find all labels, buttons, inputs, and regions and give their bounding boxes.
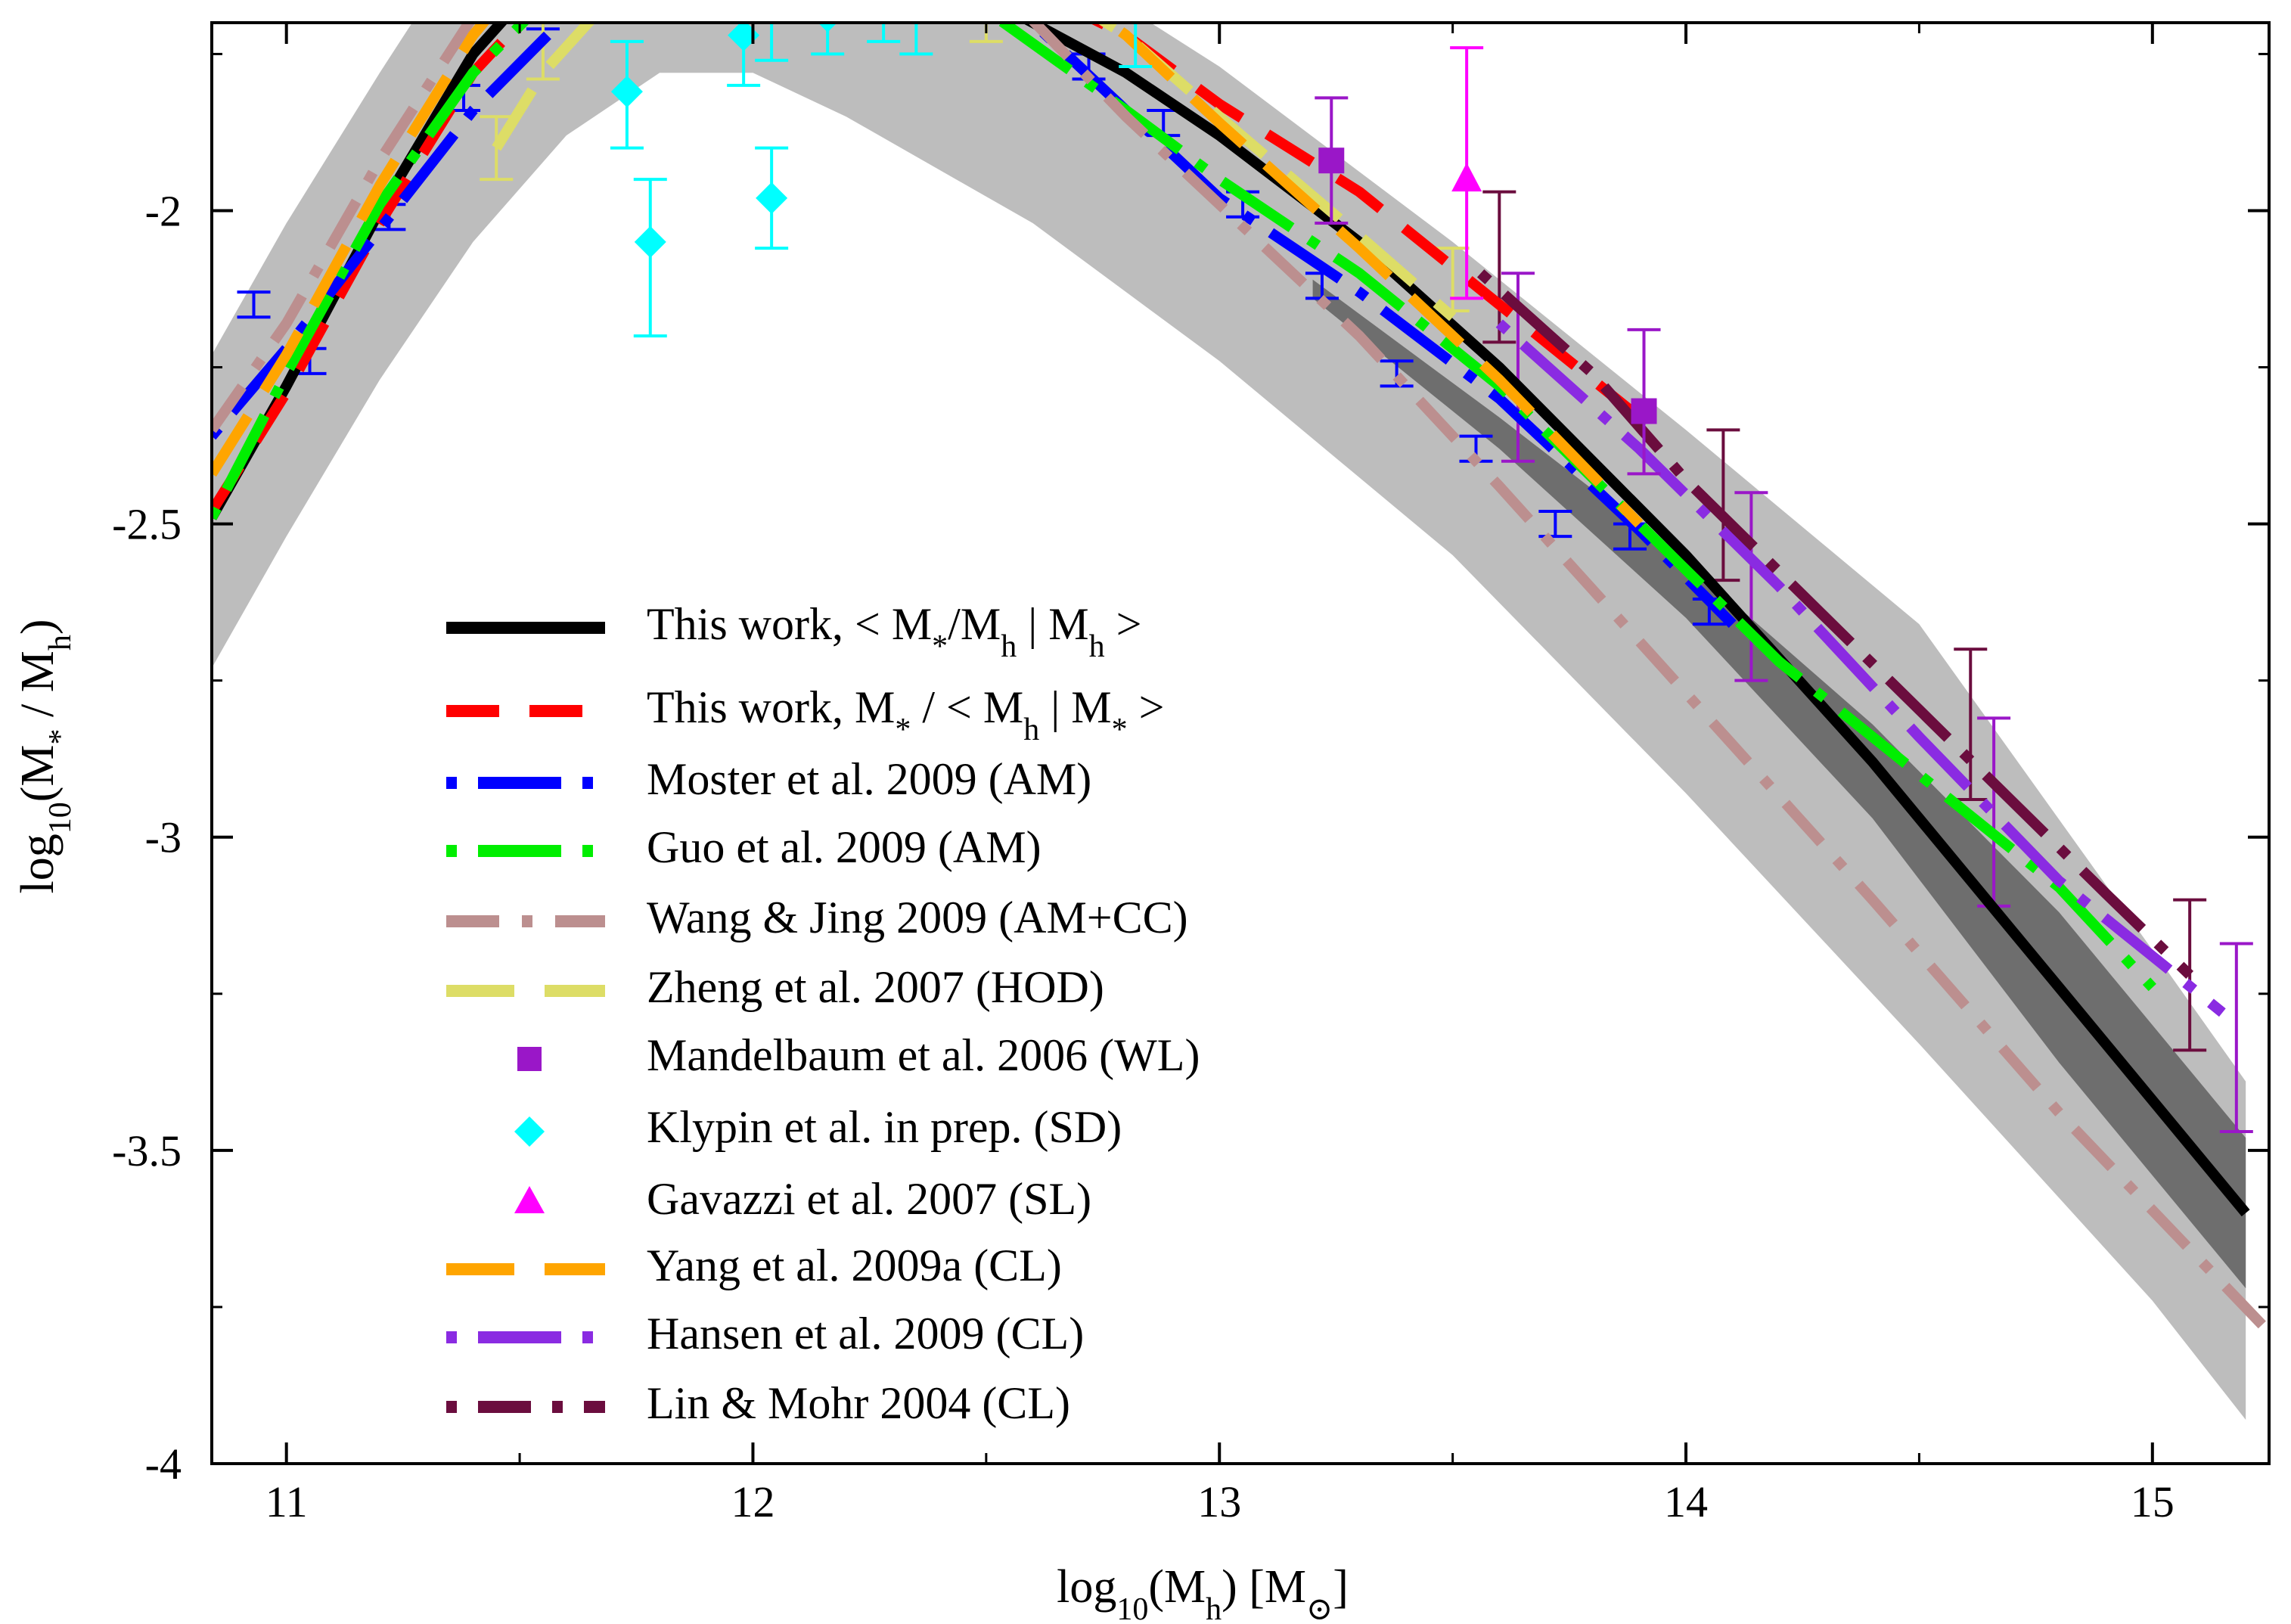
point-errorbar [867,23,901,43]
legend-item-moster: Moster et al. 2009 (AM) [446,754,1091,804]
x-tick-label: 12 [731,1477,775,1526]
y-tick-label: -2.5 [112,500,182,549]
point-errorbar [811,23,845,56]
y-tick-label: -3.5 [112,1126,182,1175]
legend-item-wang-jing: Wang & Jing 2009 (AM+CC) [446,893,1188,942]
legend-marker-diamond [514,1116,545,1147]
y-tick-label: -4 [145,1439,182,1489]
legend-label-hansen: Hansen et al. 2009 (CL) [647,1309,1084,1359]
data-point [1318,147,1345,174]
plot-frame [210,21,2271,1465]
series-moster-et-al-2009-am [212,23,1737,629]
legend: This work, < M*/Mh | Mh > This work, M* … [446,599,1200,1428]
x-tick-label: 15 [2131,1477,2175,1526]
legend-item-klypin: Klypin et al. in prep. (SD) [514,1102,1122,1152]
errorbar [526,23,560,81]
legend-marker-triangle [514,1186,545,1213]
legend-label-gavazzi: Gavazzi et al. 2007 (SL) [647,1174,1091,1224]
series-guo-et-al-2009-am [212,23,2156,992]
points-mandelbaum-et-al-2006-wl [1315,96,1661,476]
legend-label-lin-mohr: Lin & Mohr 2004 (CL) [647,1378,1070,1428]
series-lin-mohr-2004-cl [1476,269,2194,979]
data-point [818,23,837,33]
legend-item-yang: Yang et al. 2009a (CL) [446,1241,1062,1290]
legend-label-klypin: Klypin et al. in prep. (SD) [647,1102,1122,1152]
y-tick-label: -3 [145,813,182,862]
legend-label-yang: Yang et al. 2009a (CL) [647,1241,1062,1290]
series-hansen-et-al-2009-cl [1495,319,2226,1017]
y-tick-label: -2 [145,186,182,235]
x-tick-label: 13 [1197,1477,1241,1526]
series-this-work-m-mh-m [212,23,1643,514]
legend-label-guo: Guo et al. 2009 (AM) [647,822,1042,872]
legend-label-zheng: Zheng et al. 2007 (HOD) [647,962,1104,1012]
legend-item-hansen: Hansen et al. 2009 (CL) [446,1309,1084,1359]
legend-item-guo: Guo et al. 2009 (AM) [446,822,1042,872]
legend-label-mandelbaum: Mandelbaum et al. 2006 (WL) [647,1030,1200,1080]
legend-item-zheng: Zheng et al. 2007 (HOD) [446,962,1104,1012]
points-gavazzi-et-al-2007-sl [1450,46,1484,300]
data-point [634,225,666,258]
data-point [1451,163,1482,192]
errorbar [237,290,271,319]
legend-item-lin-mohr: Lin & Mohr 2004 (CL) [446,1378,1070,1428]
point-errorbar [755,23,789,62]
data-point [1631,398,1657,424]
legend-item-mandelbaum: Mandelbaum et al. 2006 (WL) [517,1030,1200,1080]
x-tick-label: 14 [1664,1477,1708,1526]
errorbar [1734,491,1768,682]
point-errorbar [1119,23,1153,68]
legend-label-wang-jing: Wang & Jing 2009 (AM+CC) [647,893,1188,942]
errorbar-set-3 [1482,190,2207,1052]
legend-marker-square [517,1047,542,1071]
plot-area [212,23,2269,1421]
x-tick-label: 11 [265,1477,308,1526]
errorbar [1482,190,1516,344]
data-point [756,182,788,214]
errorbar [1954,647,1988,802]
point-errorbar [899,23,933,56]
legend-item-gavazzi: Gavazzi et al. 2007 (SL) [514,1174,1091,1224]
legend-label-moster: Moster et al. 2009 (AM) [647,754,1091,804]
plot-content [212,23,2269,1421]
errorbar [2219,942,2253,1134]
data-point [610,76,643,108]
